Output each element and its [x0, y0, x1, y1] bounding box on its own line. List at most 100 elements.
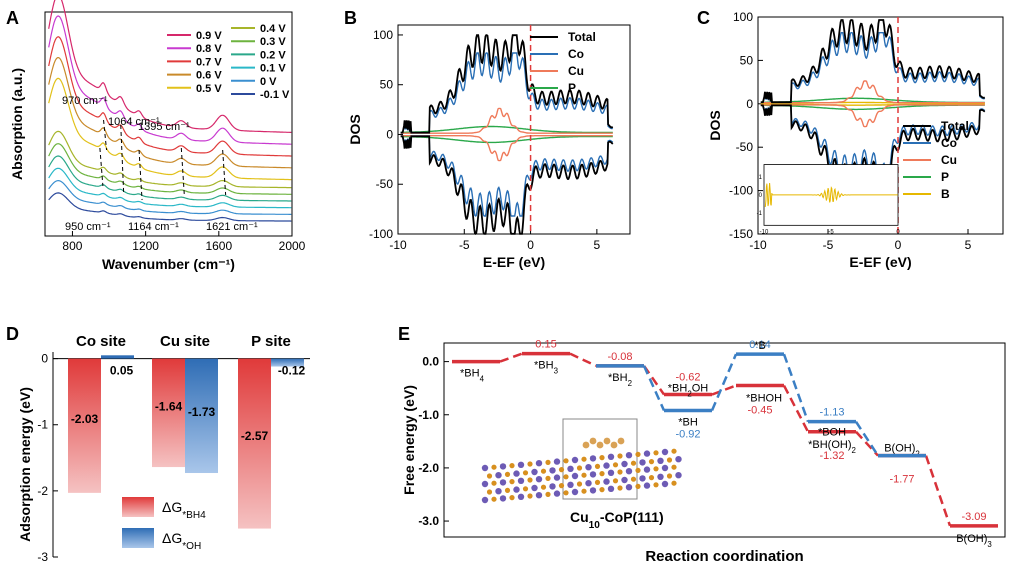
legend-label: 0.9 V — [196, 30, 222, 42]
peak-marker — [138, 149, 143, 201]
p-atom — [653, 450, 659, 456]
peak-annotation: 1064 cm⁻¹ — [108, 116, 160, 128]
y-tick-label: -100 — [369, 227, 393, 241]
y-tick-label: 0 — [41, 352, 48, 366]
energy-value-label: 0.15 — [535, 339, 556, 351]
legend-label: 0 V — [260, 76, 277, 88]
co-atom — [499, 463, 507, 470]
p-atom — [576, 465, 583, 471]
p-atom — [509, 479, 515, 485]
p-atom — [599, 471, 605, 477]
p-atom — [671, 448, 677, 454]
peak-marker — [222, 149, 227, 196]
plot-frame — [443, 342, 1006, 538]
energy-value-label: -0.92 — [675, 429, 700, 441]
inset-b-dos-line — [764, 182, 898, 207]
p-atom — [581, 456, 587, 462]
p-atom — [617, 469, 623, 475]
x-axis-label: Reaction coordination — [645, 548, 803, 565]
spectrum-line — [48, 77, 292, 181]
p-atom — [635, 483, 641, 489]
p-atom — [630, 460, 637, 466]
x-tick-label: 5 — [594, 238, 601, 252]
dos-p-down — [400, 135, 613, 144]
y-tick-label: 0 — [386, 127, 393, 141]
plot-frame — [757, 16, 1004, 235]
p-atom — [504, 487, 511, 493]
structure-inset — [481, 418, 682, 504]
species-label: B(OH)2 — [884, 443, 920, 459]
p-atom — [563, 458, 569, 464]
x-tick-label: 1200 — [132, 239, 159, 253]
co-atom — [607, 453, 615, 460]
legend-swatch — [122, 497, 154, 517]
y-axis-label: Absorption (a.u.) — [9, 68, 25, 180]
dos-total-up — [400, 34, 614, 134]
dos-total-down — [400, 135, 614, 236]
energy-value-label: 0.14 — [749, 339, 770, 351]
co-atom — [675, 456, 682, 463]
peak-marker — [120, 124, 125, 196]
species-label: *BHOH — [746, 393, 782, 405]
cu-atom — [610, 441, 618, 449]
p-atom — [563, 474, 569, 480]
y-tick-label: 100 — [373, 28, 393, 42]
p-atom — [612, 462, 619, 468]
peak-marker — [180, 147, 185, 196]
co-atom — [513, 470, 520, 477]
inset-tick-label: 0 — [896, 229, 900, 235]
spectrum-line — [48, 36, 292, 157]
blue-connector — [710, 353, 738, 411]
spectrum-line — [48, 15, 292, 145]
co-atom — [625, 484, 633, 491]
y-tick-label: -2 — [37, 484, 48, 498]
inset-tick-label: 0 — [759, 193, 763, 199]
legend-label: 0.7 V — [196, 56, 222, 68]
co-atom — [553, 458, 561, 465]
bar-oh — [185, 358, 218, 474]
co-atom — [675, 472, 682, 479]
bar-value-label: 0.05 — [110, 364, 134, 378]
unit-cell-box — [562, 418, 638, 500]
y-tick-label: -100 — [729, 184, 753, 198]
blue-connector — [854, 420, 880, 457]
energy-value-label: -0.62 — [675, 372, 700, 384]
p-atom — [671, 480, 677, 486]
x-tick-label: -5 — [823, 238, 834, 252]
co-atom — [499, 495, 507, 502]
category-label: Co site — [76, 333, 126, 350]
p-atom — [522, 486, 529, 492]
panel-letter-a: A — [6, 8, 19, 28]
legend-label: 0.2 V — [260, 49, 286, 61]
panel-a: 800 1200 1600 2000 Wavenumber (cm⁻¹) Absorpti… — [9, 0, 306, 272]
co-atom — [495, 488, 502, 495]
bar-bh4 — [238, 358, 271, 529]
red-connector — [782, 384, 810, 433]
x-axis-label: E-EF (eV) — [483, 254, 545, 270]
p-atom — [509, 463, 515, 469]
energy-value-label: -3.09 — [961, 511, 986, 523]
species-label: *BH3 — [534, 360, 559, 376]
p-atom — [666, 473, 673, 479]
y-tick-label: -3.0 — [418, 514, 439, 528]
co-atom — [535, 492, 543, 499]
bar-bh4 — [152, 358, 185, 468]
inset-tick-label: 1 — [759, 175, 763, 181]
p-atom — [581, 472, 587, 478]
co-atom — [585, 464, 592, 471]
peak-marker — [103, 119, 108, 151]
energy-value-label: -0.45 — [747, 405, 772, 417]
co-atom — [625, 468, 633, 475]
peak-marker — [99, 147, 104, 187]
bar-oh — [271, 358, 304, 367]
peak-annotation: 950 cm⁻¹ — [65, 221, 111, 233]
panel-letter-e: E — [398, 324, 410, 344]
species-label: B(OH)3 — [956, 533, 992, 549]
legend-swatch — [122, 528, 154, 548]
co-atom — [481, 464, 489, 472]
co-atom — [481, 496, 489, 504]
p-atom — [527, 477, 533, 483]
x-tick-label: -10 — [749, 238, 767, 252]
co-atom — [589, 487, 597, 494]
